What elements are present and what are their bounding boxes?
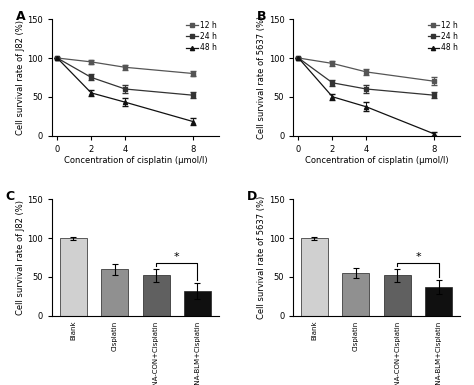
Text: *: *: [174, 252, 180, 262]
X-axis label: Concentration of cisplatin (μmol/l): Concentration of cisplatin (μmol/l): [64, 156, 207, 165]
Bar: [342, 273, 369, 316]
Bar: [425, 287, 452, 316]
Y-axis label: Cell survival rate of J82 (%): Cell survival rate of J82 (%): [16, 200, 25, 315]
Y-axis label: Cell survival rate of 5637 (%): Cell survival rate of 5637 (%): [257, 196, 266, 319]
Legend: 12 h, 24 h, 48 h: 12 h, 24 h, 48 h: [428, 21, 458, 52]
Y-axis label: Cell survival rate of J82 (%): Cell survival rate of J82 (%): [16, 20, 25, 135]
Text: D: D: [247, 190, 257, 203]
Bar: [301, 238, 328, 316]
X-axis label: Concentration of cisplatin (μmol/l): Concentration of cisplatin (μmol/l): [305, 156, 448, 165]
Bar: [184, 291, 211, 316]
Y-axis label: Cell survival rate of 5637 (%): Cell survival rate of 5637 (%): [257, 16, 266, 139]
Bar: [101, 269, 128, 316]
Bar: [60, 238, 87, 316]
Bar: [384, 275, 411, 316]
Legend: 12 h, 24 h, 48 h: 12 h, 24 h, 48 h: [186, 21, 217, 52]
Text: C: C: [6, 190, 15, 203]
Text: B: B: [257, 10, 266, 23]
Text: *: *: [415, 252, 421, 262]
Text: A: A: [16, 10, 25, 23]
Bar: [143, 275, 170, 316]
